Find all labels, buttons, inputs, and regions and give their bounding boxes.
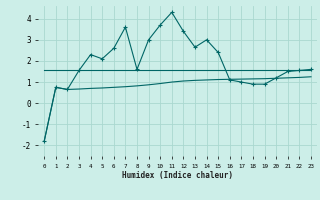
X-axis label: Humidex (Indice chaleur): Humidex (Indice chaleur) xyxy=(122,171,233,180)
